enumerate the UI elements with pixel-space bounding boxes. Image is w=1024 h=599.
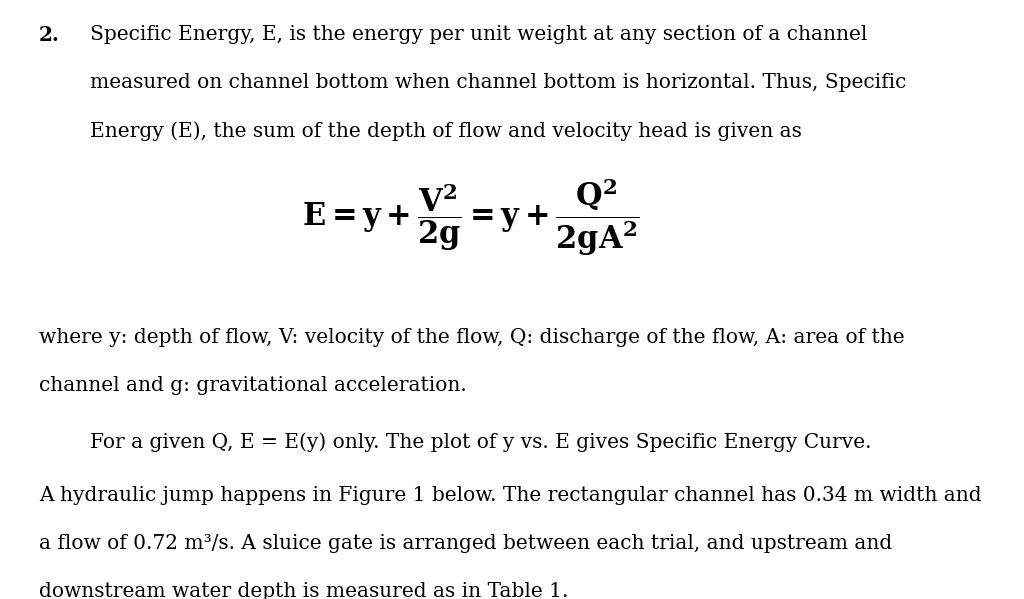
Text: where y: depth of flow, V: velocity of the flow, Q: discharge of the flow, A: ar: where y: depth of flow, V: velocity of t… xyxy=(39,328,904,347)
Text: measured on channel bottom when channel bottom is horizontal. Thus, Specific: measured on channel bottom when channel … xyxy=(90,73,906,92)
Text: channel and g: gravitational acceleration.: channel and g: gravitational acceleratio… xyxy=(39,376,467,395)
Text: 2.: 2. xyxy=(39,25,59,45)
Text: $\mathbf{E = y +\dfrac{V^2}{2g} = y + \dfrac{Q^2}{2gA^2}}$: $\mathbf{E = y +\dfrac{V^2}{2g} = y + \d… xyxy=(302,176,640,258)
Text: a flow of 0.72 m³/s. A sluice gate is arranged between each trial, and upstream : a flow of 0.72 m³/s. A sluice gate is ar… xyxy=(39,534,892,553)
Text: A hydraulic jump happens in Figure 1 below. The rectangular channel has 0.34 m w: A hydraulic jump happens in Figure 1 bel… xyxy=(39,486,982,506)
Text: Energy (E), the sum of the depth of flow and velocity head is given as: Energy (E), the sum of the depth of flow… xyxy=(90,121,802,141)
Text: Specific Energy, E, is the energy per unit weight at any section of a channel: Specific Energy, E, is the energy per un… xyxy=(90,25,867,44)
Text: downstream water depth is measured as in Table 1.: downstream water depth is measured as in… xyxy=(39,582,568,599)
Text: For a given Q, E = E(y) only. The plot of y vs. E gives Specific Energy Curve.: For a given Q, E = E(y) only. The plot o… xyxy=(90,432,871,452)
